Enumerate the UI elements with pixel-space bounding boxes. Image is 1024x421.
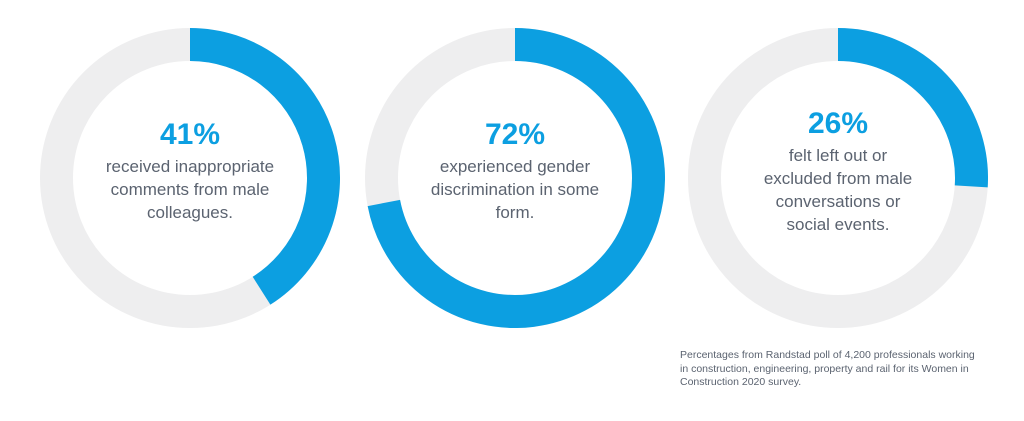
donut-chart-inappropriate-comments: 41% received inappropriate comments from… — [40, 28, 340, 328]
donut-chart-gender-discrimination: 72% experienced gender discrimination in… — [365, 28, 665, 328]
source-footnote: Percentages from Randstad poll of 4,200 … — [680, 349, 975, 388]
donut-ring — [688, 28, 988, 328]
donut-arc — [367, 28, 665, 328]
donut-arc — [189, 28, 340, 305]
donut-arc — [837, 28, 988, 188]
donut-ring — [40, 28, 340, 328]
donut-chart-left-out: 26% felt left out or excluded from male … — [688, 28, 988, 328]
donut-ring — [365, 28, 665, 328]
